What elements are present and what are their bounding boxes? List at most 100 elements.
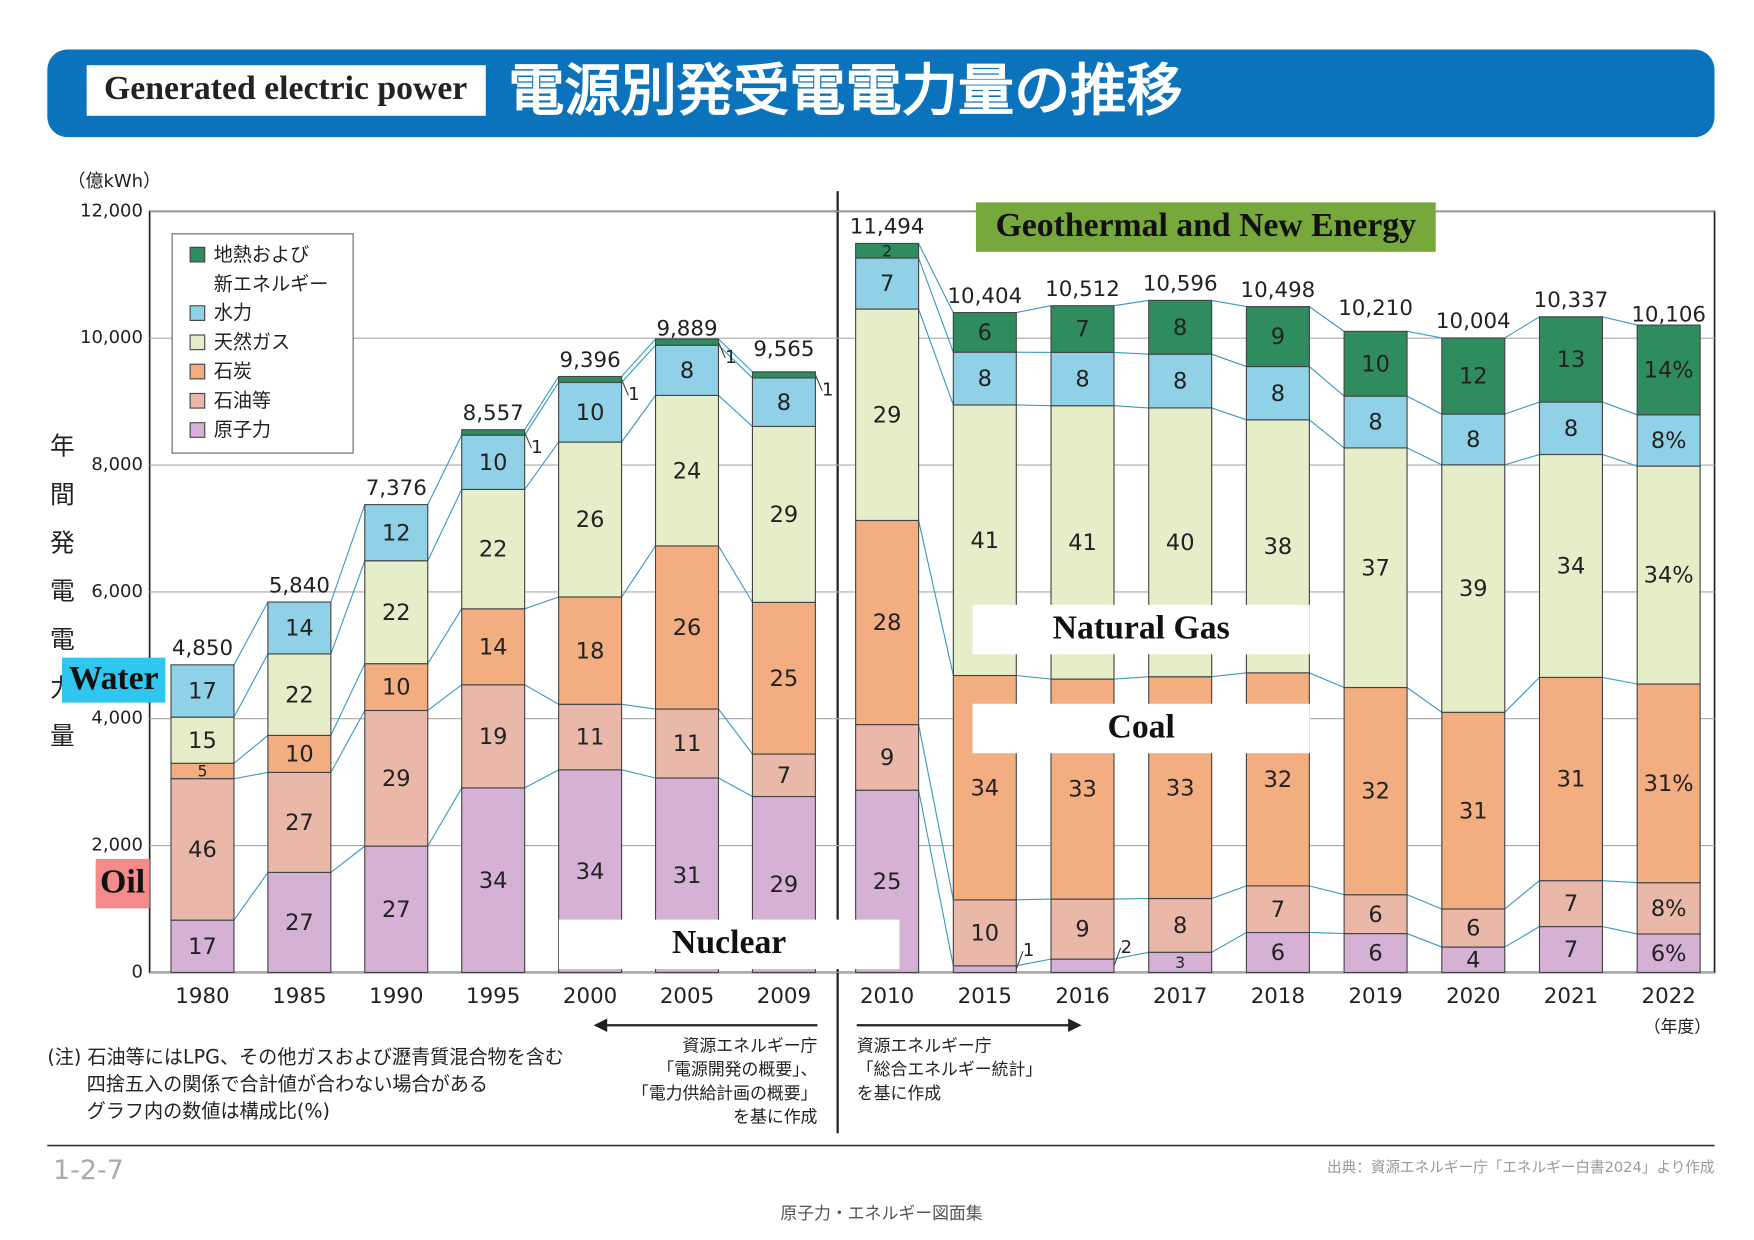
bar-segment (461, 787, 526, 974)
connector (621, 769, 656, 779)
value-label: 14 (285, 616, 314, 642)
connector (621, 703, 656, 710)
connector (1211, 407, 1247, 421)
value-label: 10 (479, 450, 508, 476)
bar-segment (558, 703, 623, 771)
connector (1602, 676, 1638, 685)
connector (1504, 677, 1540, 713)
value-label: 6 (1271, 940, 1285, 966)
annotation-box (558, 919, 900, 970)
value-label: 25 (873, 869, 902, 895)
x-tick-label: 2010 (860, 984, 914, 1009)
connector (918, 520, 954, 676)
bar-segment (1148, 299, 1213, 355)
total-label: 9,565 (753, 337, 814, 362)
annotation-box (972, 703, 1310, 754)
bar-segment (952, 899, 1017, 967)
connector (1309, 419, 1345, 449)
connector (718, 708, 753, 755)
source-note: 資源エネルギー庁 (683, 1036, 818, 1056)
bar-segment (1148, 353, 1213, 409)
value-label: 27 (285, 810, 314, 836)
connector (233, 601, 269, 666)
y-label: 年間発電電力量 (46, 433, 75, 772)
total-label: 7,376 (366, 476, 427, 501)
value-label: 17 (188, 679, 217, 705)
annotation-box (972, 604, 1310, 655)
legend-label: 地熱および新エネルギー (214, 243, 329, 295)
value-label: 40 (1166, 530, 1195, 556)
source-note: 資源エネルギー庁 (857, 1036, 992, 1056)
value-label: 8 (1368, 410, 1382, 436)
bar-segment (855, 257, 920, 310)
source-note: 「電力供給計画の概要」 (632, 1083, 817, 1103)
value-label: 8 (1466, 427, 1480, 453)
value-label: 29 (382, 766, 411, 792)
connector (524, 376, 560, 431)
connector (1211, 672, 1247, 678)
header-badge-text: Generated electric power (104, 70, 467, 107)
value-label: 6 (1368, 941, 1382, 967)
x-tick-label: 1995 (466, 984, 520, 1009)
connector (621, 338, 656, 377)
x-tick-label: 2005 (660, 984, 714, 1009)
value-label: 13 (1557, 347, 1586, 373)
footer-book: 原子力・エネルギー図面集 (780, 1203, 982, 1223)
value-label: 7 (880, 271, 894, 297)
connector (621, 344, 656, 383)
value-label: 2 (882, 241, 892, 260)
x-tick-label: 2018 (1251, 984, 1305, 1009)
connector (524, 441, 560, 490)
bar-segment (855, 724, 920, 791)
value-label: 6 (1368, 902, 1382, 928)
leader (524, 432, 532, 449)
annotation: Water (69, 660, 159, 697)
value-label: 8% (1651, 428, 1687, 454)
x-unit: （年度） (1644, 1017, 1711, 1037)
bar-segment (855, 519, 920, 726)
connector (1602, 401, 1638, 416)
connector (524, 684, 559, 705)
x-tick-label: 2015 (958, 984, 1012, 1009)
bar-segment (461, 488, 526, 610)
x-tick-label: 2017 (1153, 984, 1207, 1009)
value-label: 14 (479, 634, 508, 660)
y-tick-label: 6,000 (91, 581, 142, 602)
connector (1602, 880, 1638, 884)
value-label: 1 (628, 384, 639, 405)
bar-segment (1245, 931, 1310, 974)
value-label: 9 (880, 745, 894, 771)
bar-segment (267, 601, 332, 655)
connector (1016, 958, 1052, 967)
connector (427, 684, 463, 711)
value-label: 9 (1271, 324, 1285, 350)
connector (1504, 401, 1540, 415)
bar-segment (1245, 885, 1310, 934)
value-label: 7 (777, 763, 791, 789)
x-tick-label: 2021 (1544, 984, 1598, 1009)
y-tick-label: 4,000 (91, 708, 142, 729)
value-label: 4 (1466, 947, 1480, 973)
connector (1113, 299, 1149, 307)
bar-segment (1343, 330, 1408, 397)
total-label: 8,557 (463, 401, 524, 426)
total-label: 10,404 (947, 284, 1022, 309)
value-label: 8 (978, 366, 992, 392)
bar-segment (654, 545, 720, 710)
legend-label: 石炭 (214, 360, 252, 383)
value-label: 7 (1075, 317, 1089, 343)
connector (1309, 366, 1345, 397)
value-label: 27 (285, 910, 314, 936)
connector (524, 769, 559, 789)
value-label: 8 (1173, 913, 1187, 939)
value-label: 14% (1644, 358, 1694, 384)
bar-segment (461, 429, 526, 436)
total-label: 10,210 (1338, 296, 1413, 321)
bar-segment (1343, 395, 1408, 449)
bar-segment (364, 709, 429, 847)
legend-label: 水力 (214, 301, 252, 324)
y-tick-label: 8,000 (91, 454, 142, 475)
legend-label: 石油等 (214, 389, 271, 412)
value-label: 22 (479, 537, 508, 563)
connectors (233, 243, 1638, 967)
